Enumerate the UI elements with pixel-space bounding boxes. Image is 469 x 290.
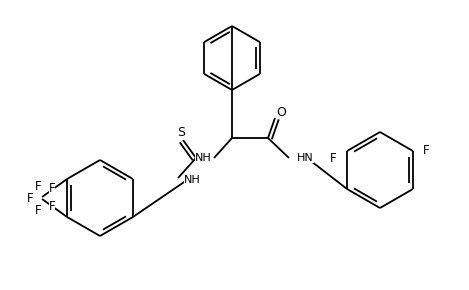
Text: NH: NH	[184, 175, 201, 185]
Text: F: F	[49, 182, 55, 195]
Text: F: F	[27, 191, 33, 204]
Text: S: S	[177, 126, 185, 139]
Text: NH: NH	[195, 153, 212, 163]
Text: F: F	[27, 191, 33, 204]
Text: F: F	[35, 180, 41, 193]
Text: F: F	[330, 153, 336, 166]
Text: HN: HN	[297, 153, 314, 163]
Text: F: F	[423, 144, 429, 157]
Text: F: F	[35, 204, 41, 217]
Text: O: O	[276, 106, 286, 119]
Text: F: F	[49, 200, 55, 213]
